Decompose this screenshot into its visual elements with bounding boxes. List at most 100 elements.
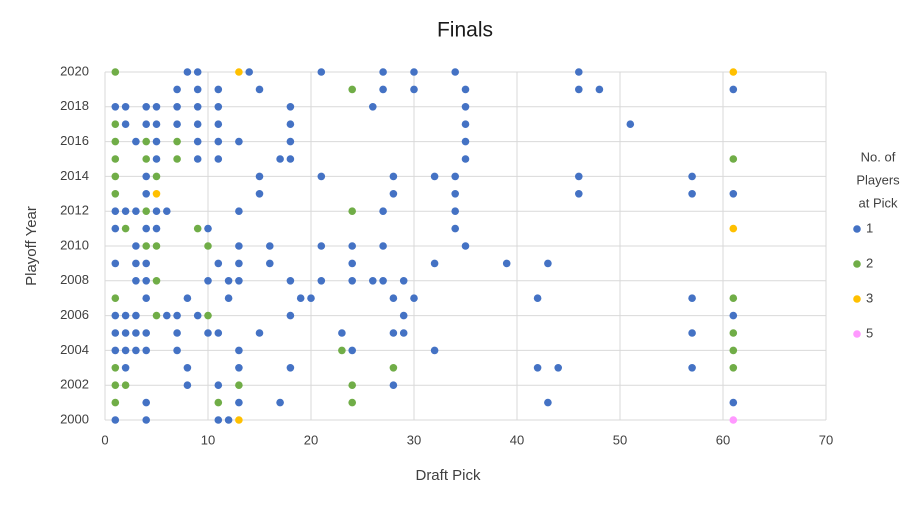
- point: [142, 346, 150, 355]
- legend-marker: [853, 225, 861, 233]
- point: [132, 259, 140, 268]
- point: [430, 346, 439, 355]
- point: [214, 120, 223, 128]
- point: [152, 120, 161, 128]
- point: [193, 103, 202, 111]
- point: [729, 329, 738, 337]
- point: [235, 207, 243, 215]
- point: [235, 398, 243, 407]
- point: [245, 68, 253, 76]
- x-tick-label: 60: [716, 432, 730, 447]
- point: [224, 294, 233, 303]
- point: [348, 259, 357, 268]
- point: [296, 294, 305, 303]
- point: [204, 277, 212, 285]
- point: [193, 68, 202, 76]
- point: [255, 190, 264, 198]
- point: [142, 155, 150, 163]
- point: [111, 207, 120, 215]
- x-tick-label: 30: [407, 432, 421, 447]
- legend-marker: [853, 295, 861, 303]
- y-tick-label: 2020: [60, 63, 89, 78]
- point: [575, 85, 583, 94]
- point: [688, 364, 696, 372]
- point: [544, 398, 552, 407]
- point: [132, 137, 140, 146]
- point: [183, 364, 192, 372]
- point: [338, 329, 346, 337]
- point: [266, 259, 274, 268]
- y-tick-label: 2004: [60, 342, 89, 357]
- point: [399, 329, 408, 337]
- point: [399, 277, 408, 285]
- point: [142, 103, 150, 111]
- point: [575, 172, 583, 181]
- x-tick-label: 40: [510, 432, 524, 447]
- point: [348, 85, 357, 94]
- point: [688, 190, 696, 198]
- point: [111, 137, 120, 146]
- point: [554, 364, 562, 372]
- point: [729, 68, 738, 76]
- point: [132, 329, 140, 337]
- point: [379, 68, 387, 76]
- point: [688, 172, 696, 181]
- point: [152, 277, 161, 285]
- point: [595, 85, 604, 94]
- point: [255, 85, 264, 94]
- point: [389, 364, 398, 372]
- point: [461, 120, 470, 128]
- chart-title: Finals: [437, 19, 493, 42]
- point: [235, 416, 243, 424]
- point: [132, 242, 140, 250]
- legend-label: 2: [866, 255, 873, 270]
- point: [111, 398, 120, 407]
- point: [389, 381, 398, 390]
- point: [132, 207, 140, 215]
- y-tick-label: 2000: [60, 411, 89, 426]
- point: [430, 259, 439, 268]
- point: [142, 137, 150, 146]
- y-tick-label: 2012: [60, 203, 89, 218]
- point: [729, 155, 738, 163]
- point: [193, 155, 202, 163]
- point: [348, 346, 357, 355]
- point: [317, 68, 326, 76]
- y-tick-label: 2010: [60, 237, 89, 252]
- y-tick-label: 2002: [60, 377, 89, 392]
- point: [729, 416, 738, 424]
- point: [152, 137, 161, 146]
- point: [173, 311, 181, 320]
- point: [235, 259, 243, 268]
- point: [183, 381, 192, 390]
- point: [266, 242, 274, 250]
- legend-label: 1: [866, 220, 873, 235]
- point: [286, 137, 295, 146]
- point: [132, 311, 140, 320]
- point: [451, 172, 460, 181]
- point: [451, 190, 460, 198]
- point: [111, 224, 120, 233]
- point: [152, 311, 161, 320]
- point: [121, 329, 130, 337]
- point: [379, 277, 387, 285]
- point: [142, 277, 150, 285]
- point: [235, 68, 243, 76]
- x-tick-label: 10: [201, 432, 215, 447]
- point: [338, 346, 346, 355]
- point: [111, 381, 120, 390]
- point: [111, 294, 120, 303]
- point: [121, 207, 130, 215]
- point: [235, 381, 243, 390]
- point: [688, 329, 696, 337]
- point: [142, 416, 150, 424]
- point: [121, 311, 130, 320]
- point: [111, 120, 120, 128]
- point: [626, 120, 635, 128]
- y-tick-label: 2016: [60, 133, 89, 148]
- point: [276, 155, 284, 163]
- point: [729, 224, 738, 233]
- point: [214, 155, 223, 163]
- point: [575, 68, 583, 76]
- point: [729, 311, 738, 320]
